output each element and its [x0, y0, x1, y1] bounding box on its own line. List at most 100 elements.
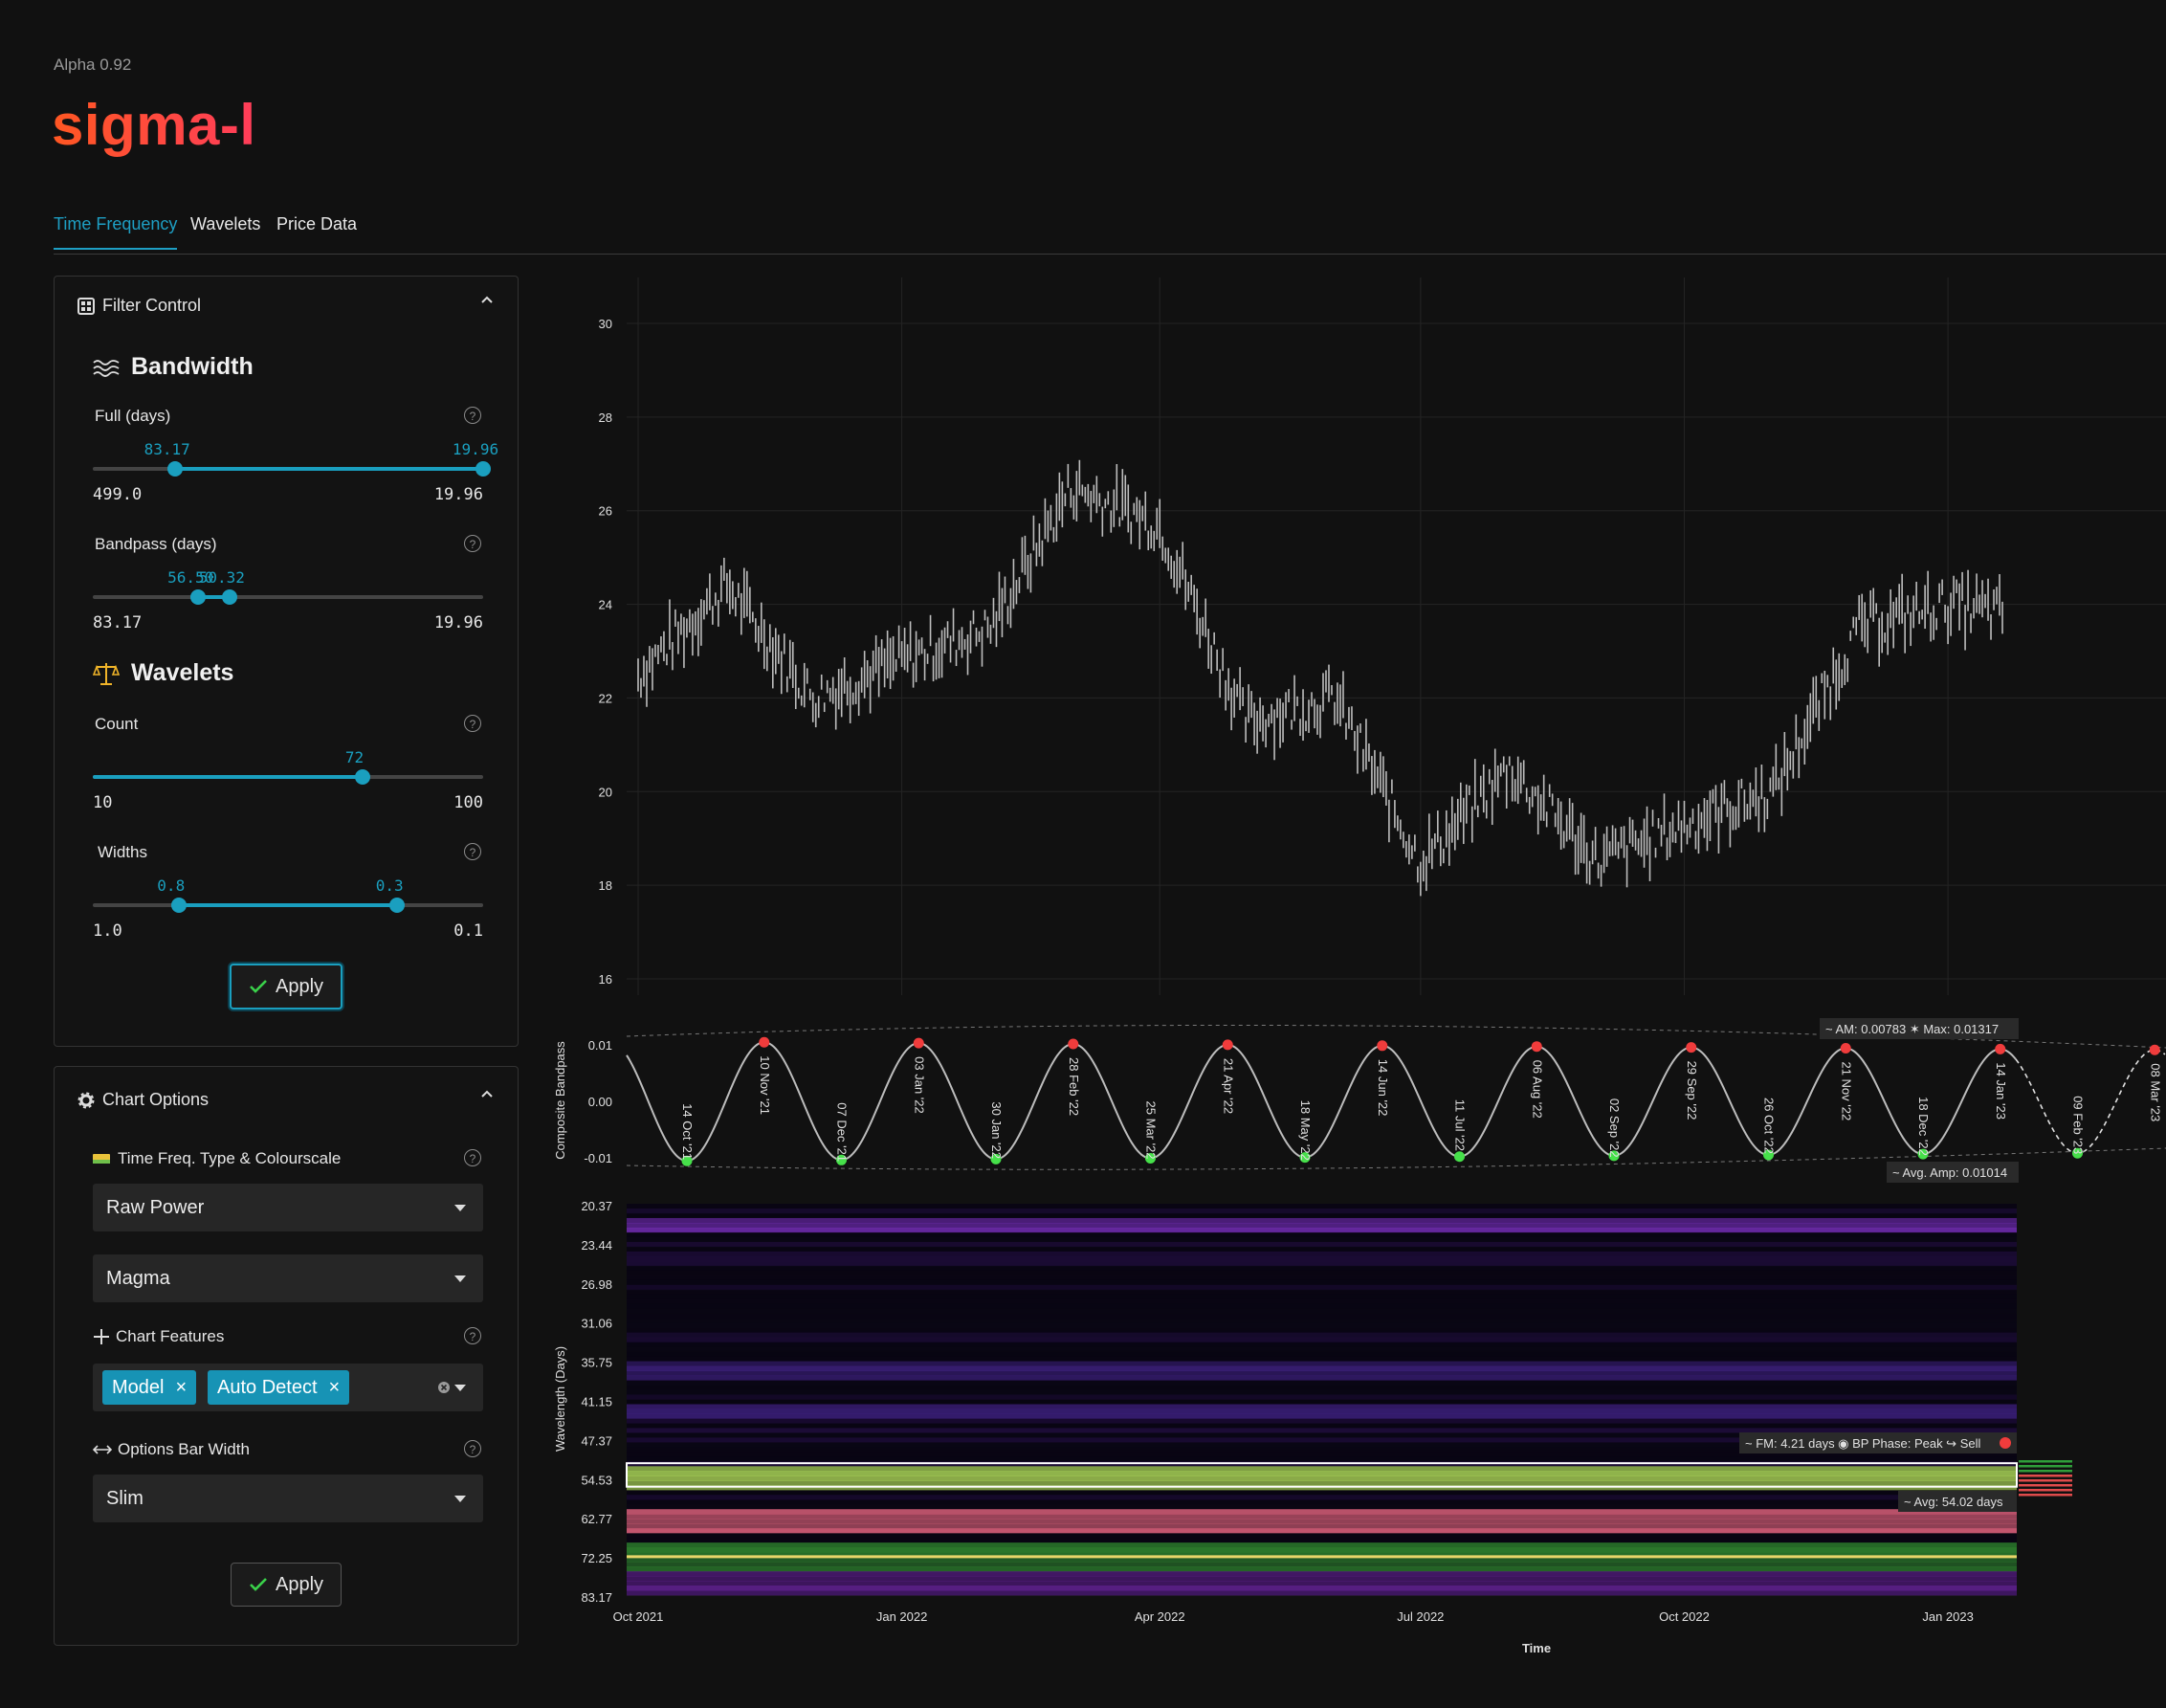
heatmap-cell-row: [627, 1557, 2017, 1563]
help-icon[interactable]: ?: [464, 1149, 481, 1166]
count-label: Count: [95, 715, 139, 733]
widths-slider[interactable]: 0.8 0.3: [93, 876, 483, 920]
chart-options-apply-button[interactable]: Apply: [231, 1563, 342, 1607]
widths-label: Widths: [98, 843, 147, 861]
plus-icon: [94, 1329, 109, 1344]
caret-down-icon[interactable]: [454, 1385, 466, 1391]
type-colourscale-label-row: Time Freq. Type & Colourscale: [93, 1149, 341, 1168]
avg-amp-annotation-box: [1887, 1162, 2019, 1183]
heatmap-cell-row: [627, 1294, 2017, 1300]
trough-marker: [681, 1155, 693, 1166]
count-slider[interactable]: 72: [93, 748, 483, 791]
bar-width-label-row: Options Bar Width: [93, 1440, 250, 1459]
colourscale-select-value: Magma: [106, 1267, 170, 1289]
close-icon[interactable]: ×: [328, 1376, 341, 1398]
heatmap-cell-row: [627, 1437, 2017, 1443]
heatmap-cell-row: [627, 1389, 2017, 1396]
tab-divider: [54, 254, 2166, 255]
full-days-slider[interactable]: 83.17 19.96: [93, 440, 498, 483]
slider-thumb[interactable]: 72: [345, 748, 370, 785]
type-select[interactable]: Raw Power: [93, 1184, 483, 1231]
peak-date-label: 14 Jan '23: [1994, 1062, 2008, 1120]
y-tick-label: 83.17: [581, 1590, 612, 1605]
filter-control-title: Filter Control: [102, 296, 202, 315]
bar-width-select[interactable]: Slim: [93, 1475, 483, 1522]
help-icon[interactable]: ?: [464, 843, 481, 860]
peak-marker: [759, 1036, 770, 1048]
trough-marker: [1763, 1149, 1774, 1161]
heatmap-cell-row: [627, 1480, 2017, 1486]
help-icon[interactable]: ?: [464, 1440, 481, 1457]
avg-annotation: ~ Avg: 54.02 days: [1904, 1495, 2003, 1509]
heatmap-cell-row: [627, 1542, 2017, 1548]
y-tick-label: 18: [599, 878, 612, 893]
heatmap-cell-row: [627, 1456, 2017, 1462]
avg-annotation-box: [1898, 1491, 2017, 1512]
bandpass-days-slider[interactable]: 56.50 50.32: [93, 568, 483, 611]
clear-icon[interactable]: [437, 1381, 451, 1394]
slider-thumb-low[interactable]: 0.8: [157, 876, 187, 913]
tab-price-data[interactable]: Price Data: [276, 214, 358, 233]
chevron-up-icon[interactable]: [481, 1088, 493, 1099]
peak-marker: [1531, 1041, 1542, 1053]
options-bar: [2019, 1475, 2072, 1477]
x-tick-label: Apr 2022: [1135, 1609, 1185, 1624]
heatmap-cell-row: [627, 1204, 2017, 1209]
y-tick-label: 0.01: [588, 1038, 612, 1053]
slider-thumb-low[interactable]: 83.17: [144, 440, 190, 477]
close-icon[interactable]: ×: [175, 1376, 188, 1398]
help-icon[interactable]: ?: [464, 715, 481, 732]
heatmap-cell-row: [627, 1351, 2017, 1358]
trough-marker: [2072, 1147, 2083, 1159]
sell-signal-dot: [2000, 1437, 2011, 1449]
trough-date-label: 07 Dec '21: [835, 1102, 850, 1162]
help-icon[interactable]: ?: [464, 1327, 481, 1344]
apply-label: Apply: [275, 975, 324, 997]
heatmap-cell-row: [627, 1552, 2017, 1558]
peak-marker: [1840, 1042, 1851, 1054]
tab-wavelets[interactable]: Wavelets: [190, 214, 261, 233]
slider-value-high: 19.96: [452, 440, 499, 458]
y-tick-label: 24: [599, 598, 612, 612]
filter-apply-button[interactable]: Apply: [230, 964, 343, 1009]
slider-value-high: 0.3: [375, 876, 404, 895]
slider-thumb-low[interactable]: 56.50: [167, 568, 213, 605]
slider-thumb-high[interactable]: 19.96: [453, 440, 498, 477]
heatmap-cell-row: [627, 1428, 2017, 1433]
slider-thumb-high[interactable]: 50.32: [199, 568, 245, 605]
heatmap-cell-row: [627, 1485, 2017, 1491]
colourscale-select[interactable]: Magma: [93, 1254, 483, 1302]
heatmap-cell-row: [627, 1586, 2017, 1591]
chart-options-header[interactable]: Chart Options: [77, 1090, 209, 1110]
chart-features-multiselect[interactable]: Model × Auto Detect ×: [93, 1364, 483, 1411]
check-icon: [250, 1578, 267, 1591]
heatmap-cell-row: [627, 1466, 2017, 1472]
full-days-min: 499.0: [93, 485, 143, 504]
filter-control-header[interactable]: Filter Control: [77, 296, 201, 316]
am-annotation-box: [1820, 1018, 2019, 1039]
y-tick-label: 35.75: [581, 1356, 612, 1370]
slider-value: 72: [344, 748, 365, 766]
slider-value-low: 0.8: [157, 876, 186, 895]
tab-time-frequency[interactable]: Time Frequency: [54, 214, 178, 250]
y-tick-label: 62.77: [581, 1512, 612, 1526]
bandpass-line: [626, 1041, 2017, 1163]
apply-label: Apply: [275, 1573, 324, 1595]
heatmap-y-label: Wavelength (Days): [553, 1346, 567, 1452]
chevron-up-icon[interactable]: [481, 294, 493, 305]
slider-thumb-high[interactable]: 0.3: [376, 876, 406, 913]
y-tick-label: 20: [599, 785, 612, 799]
heatmap-cell-row: [627, 1442, 2017, 1448]
check-icon: [250, 980, 267, 993]
trough-marker: [1608, 1150, 1620, 1162]
help-icon[interactable]: ?: [464, 535, 481, 552]
heatmap-cell-row: [627, 1361, 2017, 1367]
trough-marker: [1454, 1151, 1465, 1163]
heatmap-cell-row: [627, 1265, 2017, 1272]
y-tick-label: 22: [599, 691, 612, 705]
peak-date-label: 29 Sep '22: [1685, 1061, 1699, 1120]
heatmap-cell-row: [627, 1509, 2017, 1515]
help-icon[interactable]: ?: [464, 407, 481, 424]
heatmap-cell-row: [627, 1394, 2017, 1400]
